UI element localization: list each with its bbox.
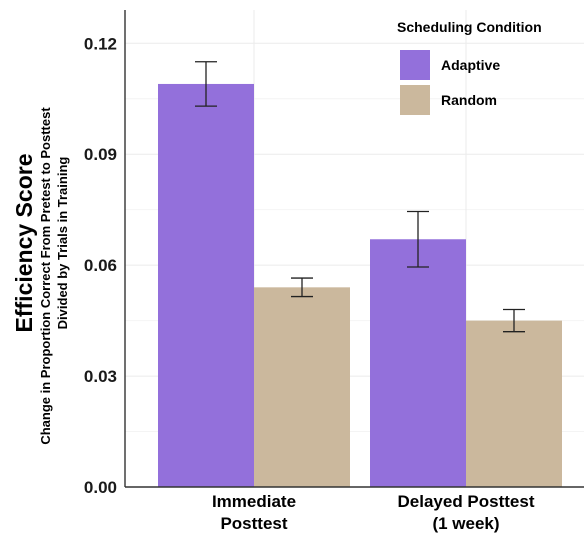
bar-adaptive-1: [158, 83, 254, 487]
bar-random-2: [466, 320, 562, 487]
y-tick-label: 0.00: [84, 478, 117, 497]
bars: [158, 83, 562, 487]
x-category-label: Posttest: [220, 514, 287, 533]
error-bar: [195, 61, 217, 107]
legend-label-random: Random: [441, 92, 497, 108]
y-tick-label: 0.09: [84, 145, 117, 164]
error-bar: [503, 308, 525, 333]
y-axis-label: Efficiency Score: [11, 154, 37, 333]
x-category-label: Delayed Posttest: [398, 492, 535, 511]
legend-swatch-random: [400, 85, 430, 115]
bar-random-1: [254, 287, 350, 487]
error-bars: [195, 61, 525, 333]
y-axis-title: Efficiency Score Change in Proportion Co…: [11, 107, 70, 445]
x-category-label: (1 week): [432, 514, 499, 533]
y-axis-sublabel-line-2: Divided by Trials in Training: [55, 157, 70, 330]
legend-swatch-adaptive: [400, 50, 430, 80]
axes: 0.00 0.03 0.06 0.09 0.12 Immediate Posttest Del…: [84, 10, 584, 533]
y-tick-label: 0.06: [84, 256, 117, 275]
legend-title: Scheduling Condition: [397, 19, 542, 35]
y-tick-label: 0.03: [84, 367, 117, 386]
error-bar: [407, 210, 429, 268]
x-category-label: Immediate: [212, 492, 296, 511]
y-axis-sublabel-line-1: Change in Proportion Correct From Pretes…: [38, 107, 53, 445]
bar-adaptive-2: [370, 239, 466, 487]
y-tick-label: 0.12: [84, 34, 117, 53]
error-bar: [291, 277, 313, 298]
legend-label-adaptive: Adaptive: [441, 57, 500, 73]
legend: Scheduling Condition Adaptive Random: [397, 19, 542, 115]
